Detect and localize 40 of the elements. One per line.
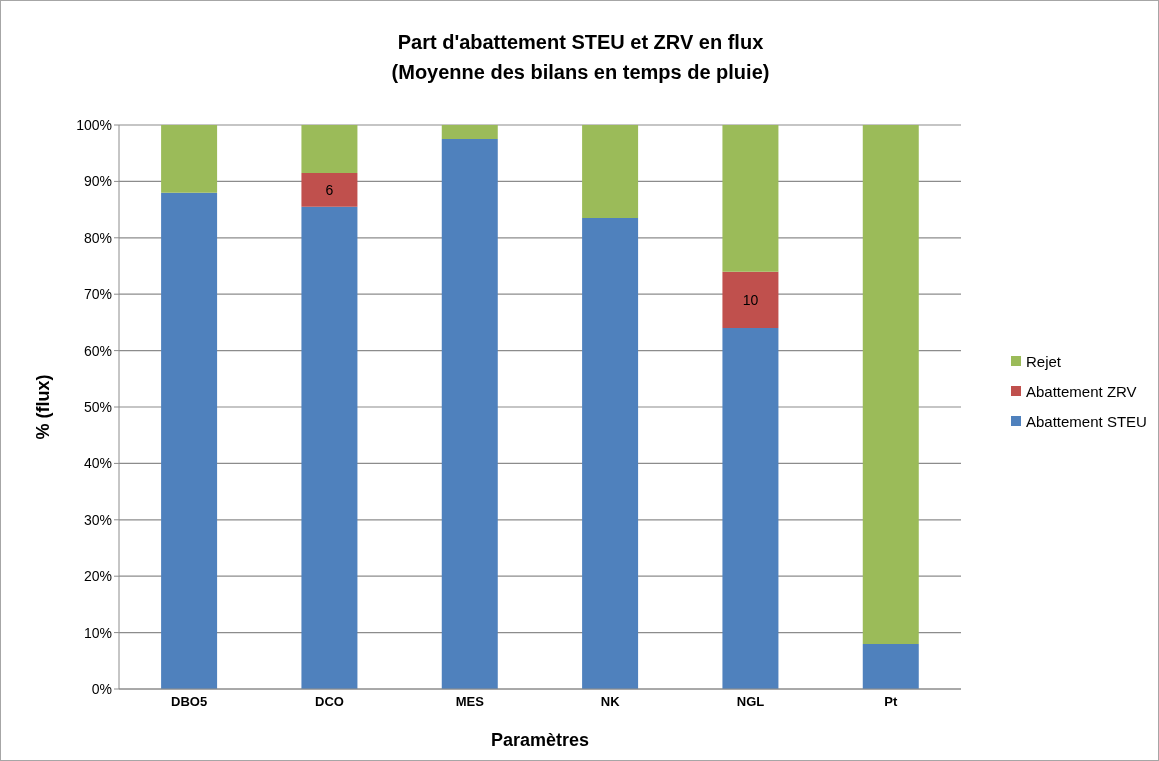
y-tick-label: 70% <box>83 286 112 303</box>
legend-label: Abattement STEU <box>1026 412 1147 430</box>
bar <box>722 328 779 689</box>
y-tick-label: 30% <box>83 511 112 528</box>
bar <box>722 125 779 272</box>
bar <box>301 172 358 207</box>
bar <box>582 218 639 689</box>
data-label: 10 <box>742 291 759 308</box>
bar <box>582 125 639 219</box>
y-tick-label: 90% <box>83 173 112 190</box>
x-tick-label: DCO <box>315 694 344 710</box>
bar <box>161 192 218 689</box>
x-tick-label: Pt <box>884 694 898 710</box>
bar <box>441 125 498 140</box>
bar <box>862 125 919 644</box>
y-tick-label: 40% <box>83 455 112 472</box>
y-tick-label: 20% <box>83 568 112 585</box>
y-tick-label: 0% <box>91 680 112 697</box>
x-tick-label: NGL <box>736 694 765 710</box>
y-tick-label: 10% <box>83 624 112 641</box>
x-axis-title: Paramètres <box>490 730 590 750</box>
bar <box>161 125 218 193</box>
chart-subtitle: (Moyenne des bilans en temps de pluie) <box>390 60 771 85</box>
x-tick-label: NK <box>600 694 621 710</box>
bar <box>301 206 358 689</box>
legend-label: Abattement ZRV <box>1026 382 1137 400</box>
bar <box>862 643 919 689</box>
y-axis-title: % (flux) <box>33 374 53 440</box>
bar <box>722 271 779 329</box>
bar <box>301 125 358 173</box>
chart-title: Part d'abattement STEU et ZRV en flux <box>396 30 765 55</box>
x-tick-label: MES <box>455 694 485 710</box>
legend-label: Rejet <box>1026 352 1062 370</box>
y-tick-label: 100% <box>76 116 112 133</box>
data-label: 6 <box>325 181 334 198</box>
x-tick-label: DBO5 <box>171 694 208 710</box>
bar <box>441 139 498 689</box>
y-tick-label: 50% <box>83 398 112 415</box>
y-tick-label: 80% <box>83 229 112 246</box>
y-tick-label: 60% <box>83 342 112 359</box>
